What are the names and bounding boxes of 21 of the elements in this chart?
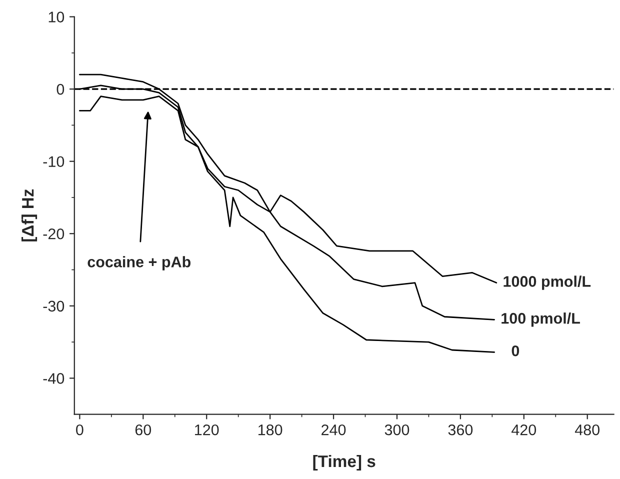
x-tick-label: 60 [135,424,152,436]
x-tick-label: 480 [574,424,600,436]
y-tick-label: -30 [43,300,64,312]
x-tick-label: 0 [76,424,84,436]
y-tick-label: 10 [48,12,64,22]
series-label: 100 pmol/L [502,312,580,327]
x-tick-label: 240 [322,424,346,436]
y-tick-label: 0 [56,84,64,95]
x-tick-label: 300 [384,424,410,436]
x-tick-label: 180 [258,424,282,436]
x-axis-title: [Time] s [313,454,376,470]
annotation: cocaine + pAb [88,256,191,270]
y-tick-label: -20 [43,228,64,240]
y-tick-label: -40 [43,373,64,384]
x-tick-label: 420 [512,424,536,436]
y-tick-label: -10 [43,156,64,168]
y-axis-title: [Δf] Hz [22,189,38,242]
series-label: 1000 pmol/L [504,276,591,290]
x-tick-label: 360 [448,424,473,436]
x-tick-label: 120 [195,424,219,436]
series-label: 0 [512,345,520,356]
